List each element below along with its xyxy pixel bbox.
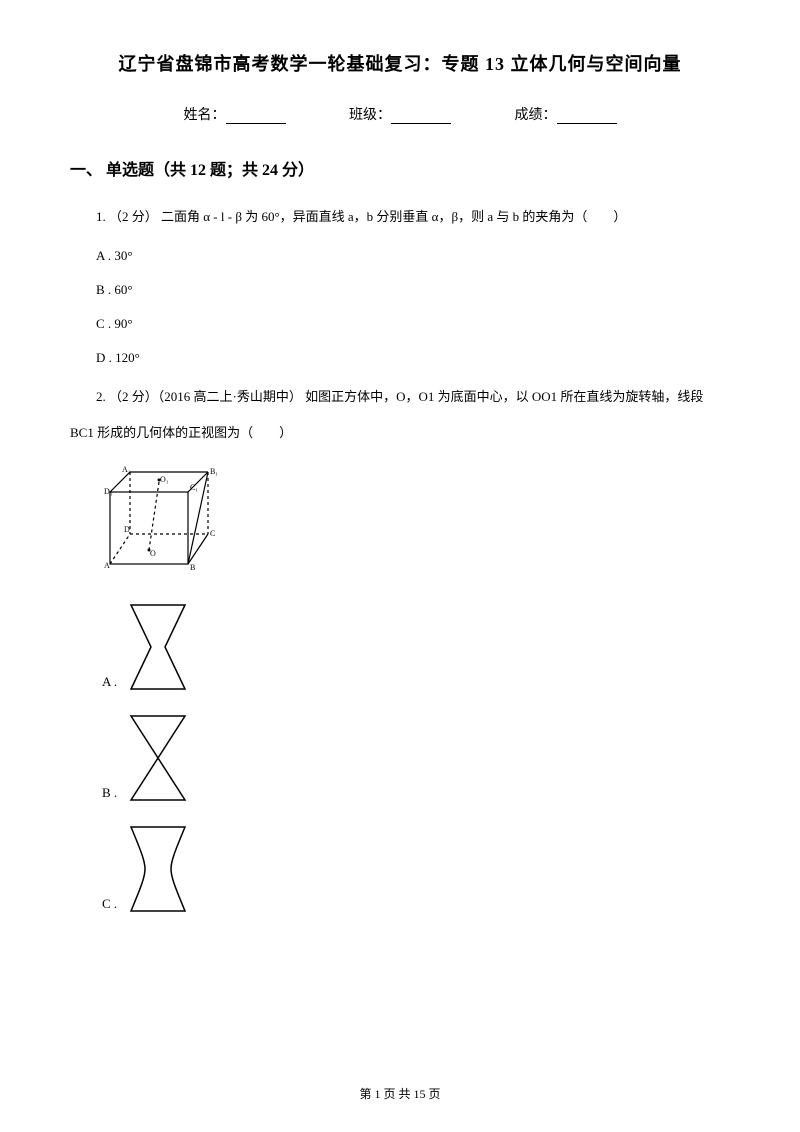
q2-opt-a: A . [102, 599, 730, 694]
score-label: 成绩： [515, 108, 557, 123]
q1-opt-b: B . 60° [96, 282, 730, 298]
cube-icon: D₁ C₁ A₁ B₁ O₁ A B C D O [102, 464, 222, 574]
q2-opt-c: C . [102, 821, 730, 916]
class-blank [391, 108, 451, 124]
svg-text:B: B [190, 563, 195, 572]
info-row: 姓名： 班级： 成绩： [70, 104, 730, 124]
q2-cube-figure: D₁ C₁ A₁ B₁ O₁ A B C D O [102, 464, 730, 579]
section-header: 一、 单选题（共 12 题；共 24 分） [70, 156, 730, 180]
opt-b-icon [123, 710, 193, 805]
svg-text:C₁: C₁ [190, 483, 198, 492]
q2-text-line2: BC1 形成的几何体的正视图为（ ） [70, 420, 730, 446]
q2-text-line1: 2. （2 分）（2016 高二上·秀山期中） 如图正方体中，O，O1 为底面中… [70, 384, 730, 410]
score-blank [557, 108, 617, 124]
svg-text:A₁: A₁ [122, 465, 131, 474]
q2-opt-c-label: C . [102, 896, 117, 912]
q2-opt-a-label: A . [102, 674, 117, 690]
q2-opt-b: B . [102, 710, 730, 805]
svg-text:C: C [210, 529, 215, 538]
page-title: 辽宁省盘锦市高考数学一轮基础复习：专题 13 立体几何与空间向量 [70, 50, 730, 76]
svg-text:O₁: O₁ [160, 475, 169, 484]
name-blank [226, 108, 286, 124]
q2-opt-b-label: B . [102, 785, 117, 801]
opt-a-icon [123, 599, 193, 694]
q1-opt-a: A . 30° [96, 248, 730, 264]
class-label: 班级： [349, 108, 391, 123]
name-field: 姓名： [184, 104, 286, 124]
svg-text:O: O [150, 549, 156, 558]
q1-opt-c: C . 90° [96, 316, 730, 332]
svg-text:D: D [124, 525, 130, 534]
page-footer: 第 1 页 共 15 页 [0, 1085, 800, 1102]
svg-text:A: A [104, 561, 110, 570]
q1-opt-d: D . 120° [96, 350, 730, 366]
q1-text: 1. （2 分） 二面角 α ‑ l ‑ β 为 60°，异面直线 a，b 分别… [70, 204, 730, 230]
svg-text:B₁: B₁ [210, 467, 218, 476]
score-field: 成绩： [515, 104, 617, 124]
class-field: 班级： [349, 104, 451, 124]
opt-c-icon [123, 821, 193, 916]
name-label: 姓名： [184, 108, 226, 123]
svg-text:D₁: D₁ [104, 487, 113, 496]
